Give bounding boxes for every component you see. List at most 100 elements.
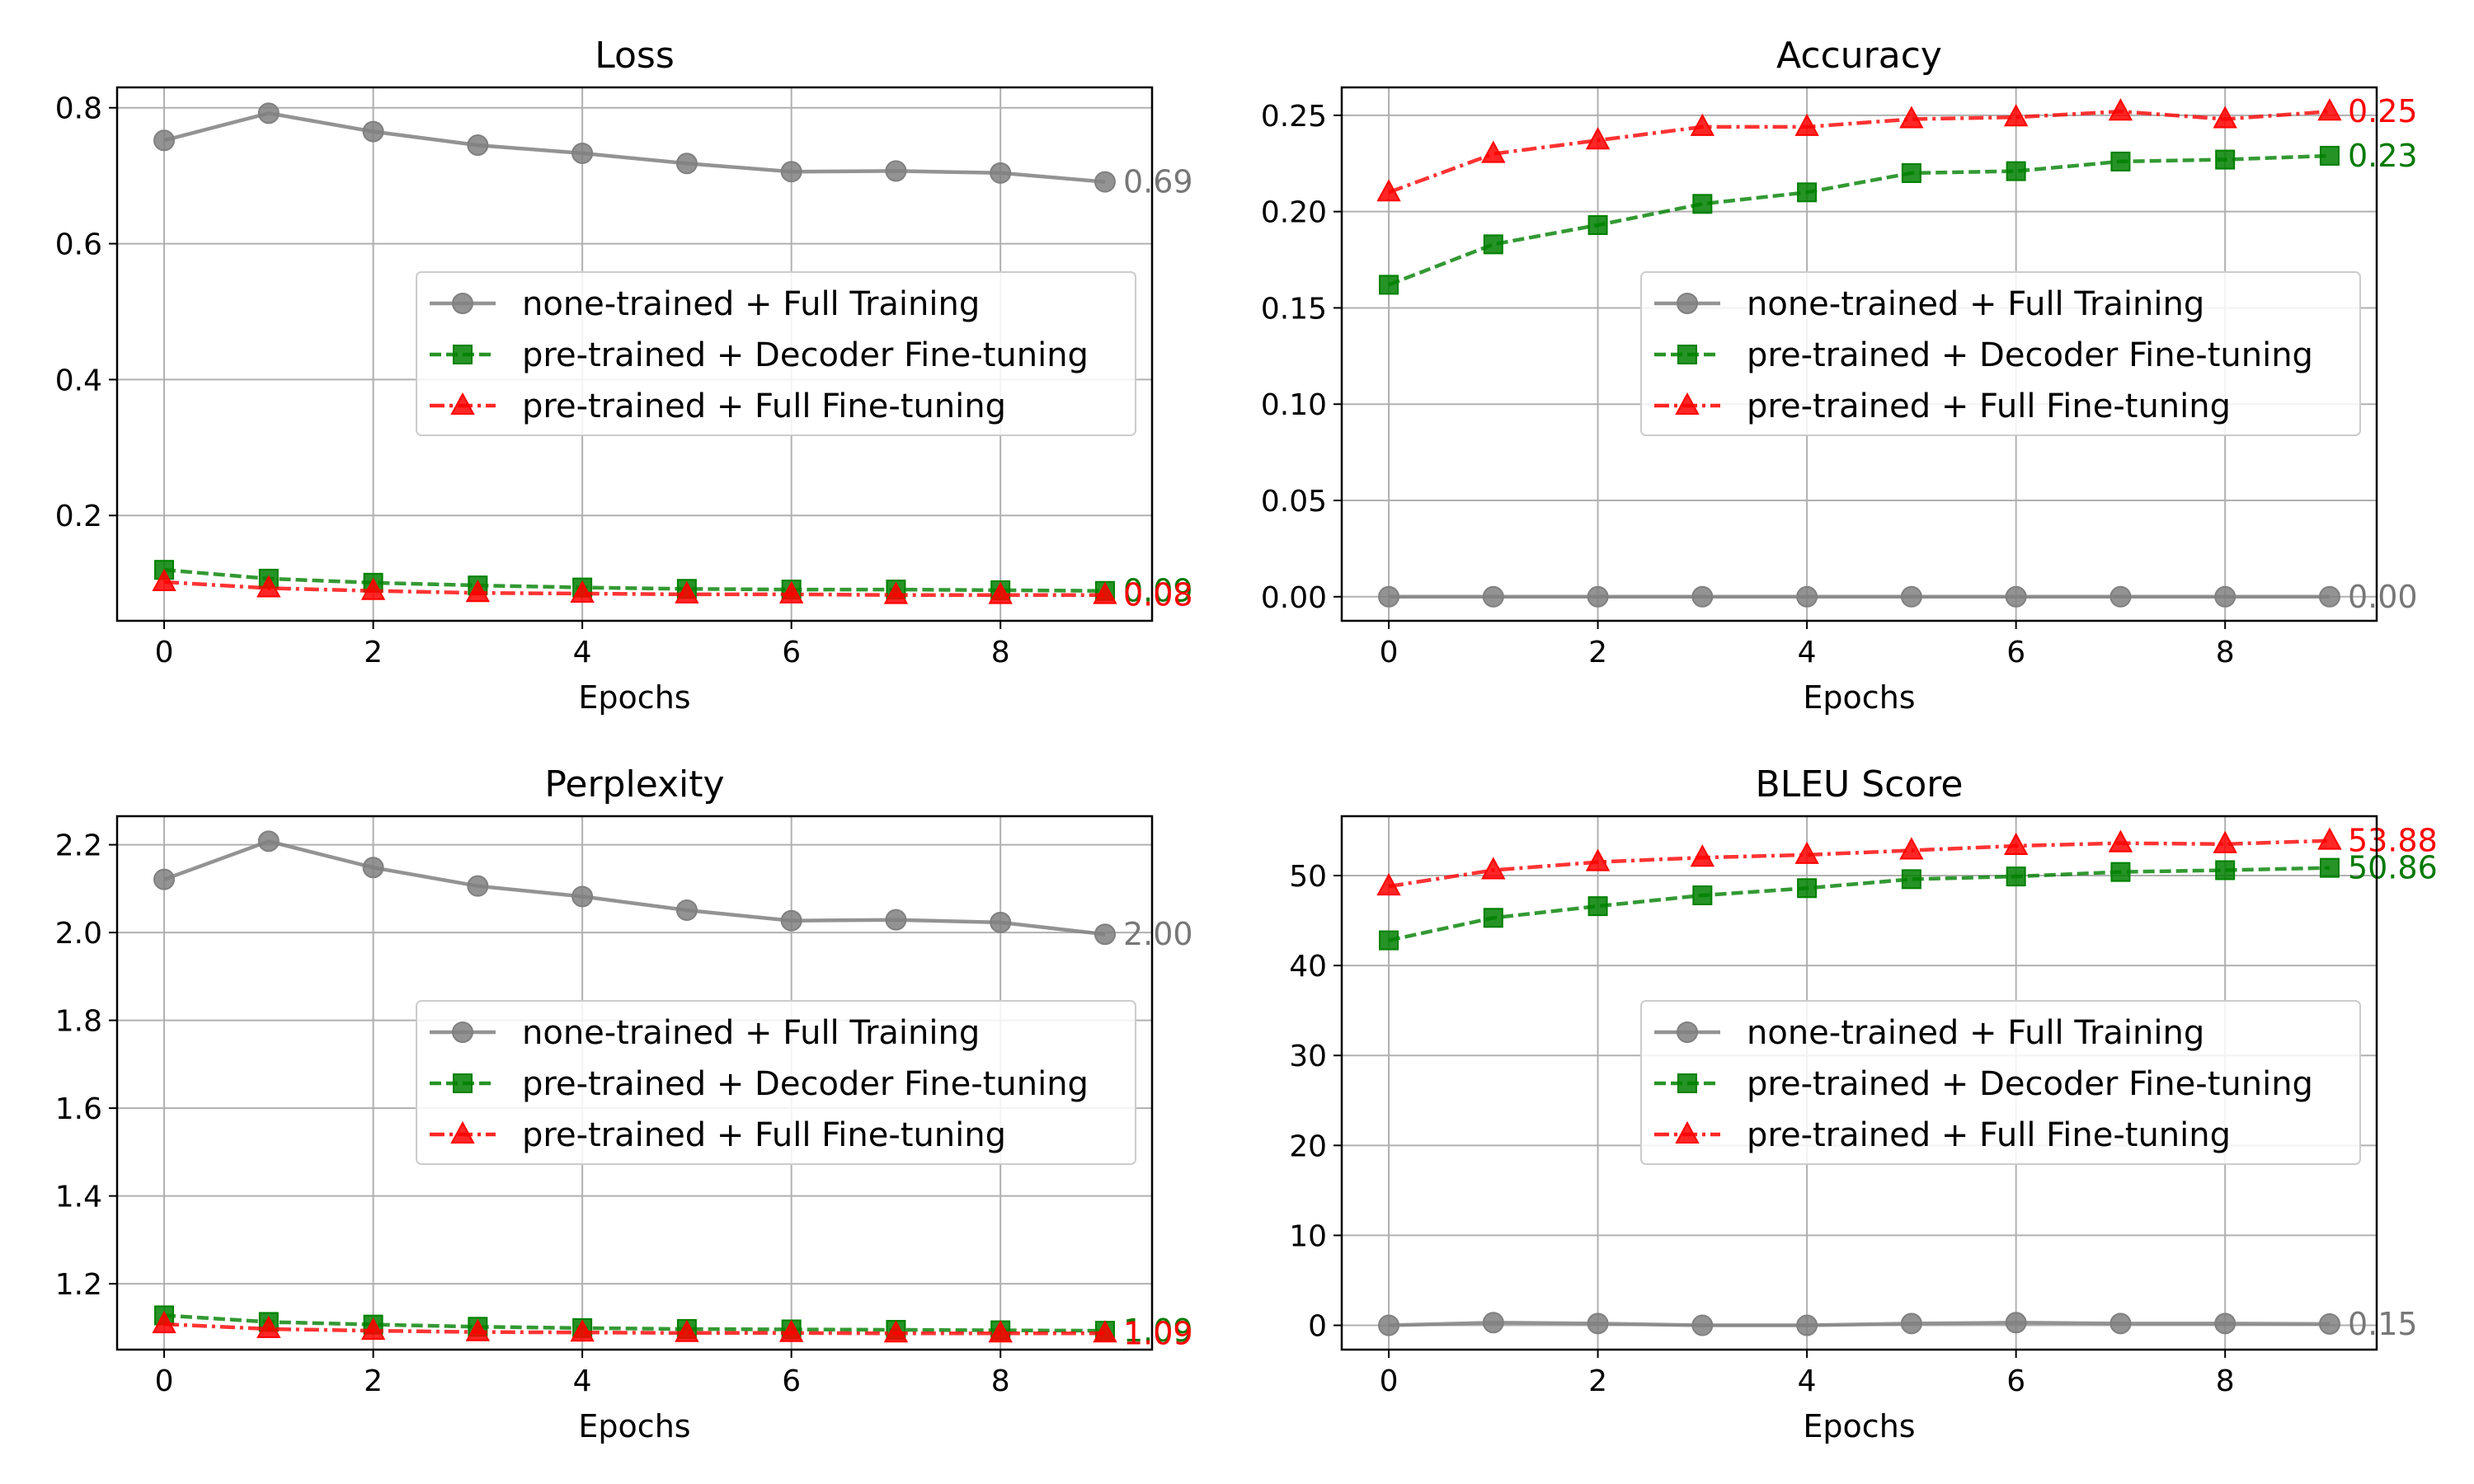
- series-line: [1388, 109, 2331, 195]
- data-point: [2110, 151, 2131, 171]
- data-point: [778, 1319, 804, 1342]
- legend-box: [416, 1000, 1136, 1165]
- data-point: [1481, 857, 1506, 880]
- data-point: [2319, 857, 2340, 878]
- legend: none-trained + Full Training pre-trained …: [416, 1000, 1136, 1165]
- legend-entry: pre-trained + Decoder Fine-tuning: [522, 336, 1089, 374]
- data-point: [1094, 171, 1116, 193]
- legend-marker: [1677, 293, 1698, 314]
- data-point: [1901, 162, 1921, 183]
- chart-title: Perplexity: [544, 763, 724, 805]
- series-line: [163, 567, 1106, 593]
- legend-box: [1640, 1000, 2361, 1165]
- legend-box: [416, 271, 1136, 436]
- data-point: [362, 120, 384, 143]
- data-point: [2005, 585, 2027, 608]
- y-tick-label: 0.15: [1261, 292, 1327, 326]
- data-point: [1378, 585, 1400, 608]
- end-value-label: 1.09: [1123, 1315, 1193, 1351]
- legend-entry: none-trained + Full Training: [522, 1014, 980, 1052]
- series-line: [163, 580, 1105, 597]
- data-point: [571, 142, 594, 164]
- series-line: [163, 1313, 1106, 1333]
- data-point: [1093, 1320, 1117, 1343]
- series-line: [163, 1322, 1105, 1336]
- data-point: [2005, 1312, 2027, 1334]
- data-point: [2108, 829, 2133, 852]
- data-point: [2318, 585, 2340, 608]
- data-point: [153, 129, 176, 152]
- legend-marker: [1677, 345, 1697, 364]
- x-axis-label: Epochs: [1803, 679, 1915, 716]
- y-tick-label: 0.2: [55, 500, 102, 533]
- legend-entry: pre-trained + Full Fine-tuning: [522, 387, 1006, 425]
- x-tick-label: 4: [1798, 1364, 1817, 1398]
- data-point: [570, 580, 595, 603]
- x-tick-label: 2: [364, 636, 383, 669]
- end-value-label: 0.09: [1123, 573, 1193, 609]
- data-point: [2214, 585, 2236, 608]
- data-point: [883, 1320, 909, 1343]
- legend-entry: pre-trained + Full Fine-tuning: [1747, 1116, 2231, 1154]
- chart-title: Accuracy: [1776, 35, 1942, 77]
- end-value-label: 0.15: [2348, 1306, 2418, 1342]
- data-point: [1794, 113, 1819, 136]
- data-point: [360, 577, 386, 600]
- end-value-label: 0.25: [2348, 93, 2418, 129]
- legend-box: [1640, 271, 2361, 436]
- x-axis-label: Epochs: [1803, 1408, 1915, 1444]
- data-point: [1094, 923, 1116, 946]
- series-0: 0.00: [1378, 579, 2418, 615]
- x-tick-label: 6: [2006, 636, 2025, 669]
- data-point: [1899, 837, 1924, 860]
- legend-marker: [450, 1120, 475, 1144]
- data-point: [2108, 98, 2133, 121]
- data-point: [1483, 234, 1503, 255]
- data-point: [1093, 581, 1117, 604]
- data-point: [2109, 1313, 2132, 1335]
- series-1: 50.86: [1379, 850, 2438, 951]
- data-point: [2319, 145, 2340, 166]
- data-point: [1585, 848, 1611, 871]
- series-line: [1388, 866, 2331, 942]
- legend-entry: pre-trained + Decoder Fine-tuning: [1747, 1065, 2313, 1103]
- data-point: [1483, 908, 1503, 928]
- x-tick-label: 2: [1588, 1364, 1607, 1398]
- data-point: [1378, 1314, 1400, 1336]
- chart-panel-2: 2.001.091.090 2 4 6 81.21.41.61.82.02.2Perpl…: [55, 763, 1193, 1444]
- data-point: [257, 102, 280, 124]
- end-value-label: 2.00: [1123, 916, 1193, 952]
- series-line: [1388, 838, 2331, 889]
- legend-entry: none-trained + Full Training: [1747, 285, 2204, 323]
- axes-frame: [115, 86, 1154, 622]
- x-tick-label: 0: [1380, 636, 1399, 669]
- end-value-label: 53.88: [2348, 823, 2438, 859]
- x-tick-label: 2: [1588, 636, 1607, 669]
- data-point: [2110, 862, 2131, 882]
- data-point: [2109, 585, 2132, 608]
- data-point: [883, 581, 909, 604]
- legend-marker: [1677, 1073, 1697, 1093]
- data-point: [1796, 1314, 1818, 1336]
- data-point: [2006, 866, 2026, 887]
- legend: none-trained + Full Training pre-trained …: [1640, 271, 2361, 436]
- data-point: [1379, 275, 1399, 295]
- legend: none-trained + Full Training pre-trained …: [416, 271, 1136, 436]
- data-point: [1796, 585, 1818, 608]
- chart-panel-1: 0.00 0.23 0.25 0 2 4 6 8 0.00 0.05 0.10 0.15 0.20 0.2…: [1261, 35, 2418, 716]
- data-point: [1691, 585, 1714, 608]
- axes-frame: [1340, 815, 2378, 1351]
- y-tick-label: 10: [1289, 1219, 1327, 1253]
- data-point: [465, 580, 491, 603]
- y-tick-label: 40: [1289, 950, 1327, 984]
- y-tick-label: 0.00: [1261, 581, 1327, 615]
- x-tick-label: 6: [782, 1364, 801, 1398]
- y-tick-label: 50: [1289, 860, 1327, 894]
- data-point: [1691, 1314, 1714, 1336]
- legend-entry: none-trained + Full Training: [1747, 1014, 2204, 1052]
- data-point: [467, 875, 489, 897]
- data-point: [675, 899, 698, 921]
- y-tick-label: 0: [1308, 1310, 1327, 1344]
- data-point: [2006, 161, 2026, 181]
- data-point: [2003, 104, 2029, 127]
